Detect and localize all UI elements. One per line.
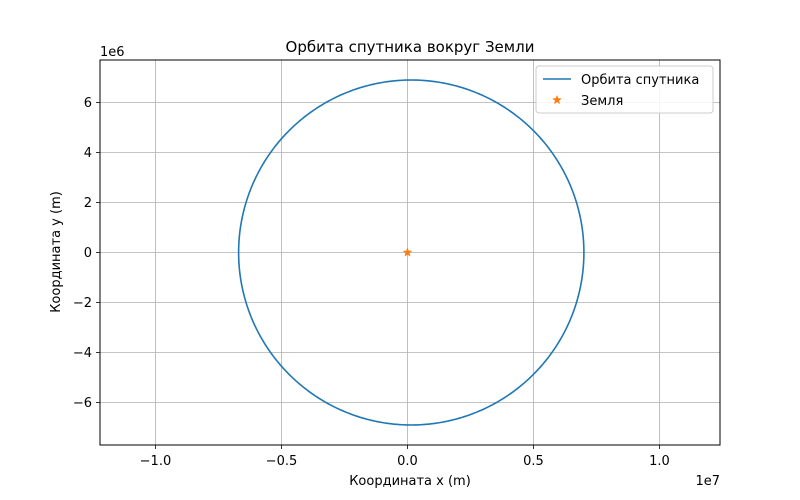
x-tick-label: 0.5 — [523, 454, 544, 469]
x-tick-label: 0.0 — [397, 454, 418, 469]
y-tick-label: −2 — [73, 296, 92, 311]
x-axis-offset-label: 1e7 — [695, 474, 720, 489]
plot-series — [237, 79, 585, 426]
y-tick-label: −6 — [73, 396, 92, 411]
y-tick-label: 2 — [84, 196, 92, 211]
x-tick-label: −0.5 — [266, 454, 298, 469]
y-axis-label: Координата y (m) — [49, 191, 64, 313]
axis-ticks: −1.0 −0.5 0.0 0.5 1.0 −6 −4 −2 0 2 4 6 — [73, 96, 670, 469]
orbit-line — [237, 79, 585, 426]
chart-title: Орбита спутника вокруг Земли — [286, 38, 535, 56]
legend-earth-star-icon — [552, 94, 562, 105]
y-tick-label: −4 — [73, 346, 92, 361]
x-tick-label: 1.0 — [649, 454, 670, 469]
legend-orbit-label: Орбита спутника — [581, 73, 699, 88]
legend-box — [535, 65, 714, 114]
x-tick-label: −1.0 — [140, 454, 172, 469]
y-tick-label: 0 — [84, 246, 92, 261]
y-tick-label: 6 — [84, 96, 92, 111]
legend-earth-label: Земля — [581, 94, 623, 109]
y-tick-label: 4 — [84, 146, 92, 161]
y-axis-offset-label: 1e6 — [100, 45, 125, 60]
earth-star-marker — [402, 247, 413, 257]
legend: Орбита спутника Земля — [535, 65, 714, 114]
x-axis-label: Координата x (m) — [349, 474, 471, 489]
